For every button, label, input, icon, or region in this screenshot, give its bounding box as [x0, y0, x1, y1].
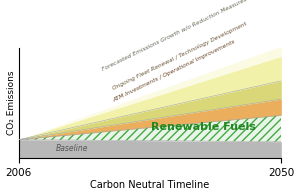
Y-axis label: CO₂ Emissions: CO₂ Emissions [7, 71, 16, 135]
Text: Ongoing Fleet Renewal / Technology Development: Ongoing Fleet Renewal / Technology Devel… [112, 21, 248, 91]
Text: Forecasted Emissions Growth w/o Reduction Measures: Forecasted Emissions Growth w/o Reductio… [101, 0, 247, 72]
Text: ATM Investments / Operational Improvements: ATM Investments / Operational Improvemen… [112, 39, 236, 103]
Text: Renewable Fuels: Renewable Fuels [151, 122, 256, 132]
X-axis label: Carbon Neutral Timeline: Carbon Neutral Timeline [90, 181, 210, 191]
Text: Baseline: Baseline [56, 144, 89, 153]
